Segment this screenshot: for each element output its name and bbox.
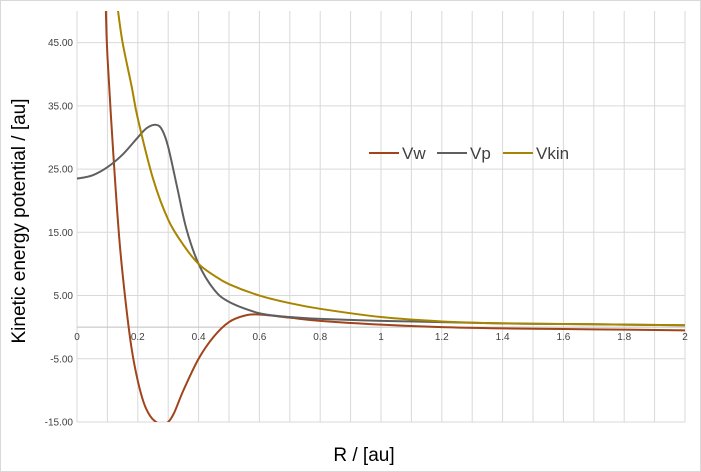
legend-label-vp: Vp bbox=[470, 144, 491, 163]
legend-label-vw: Vw bbox=[402, 144, 426, 163]
y-tick-labels: -15.00 -5.00 5.00 15.00 25.00 35.00 45.00 bbox=[45, 38, 74, 428]
legend-label-vkin: Vkin bbox=[536, 144, 569, 163]
y-axis-title: Kinetic energy potential / [au] bbox=[9, 98, 30, 343]
x-tick-label: 0 bbox=[74, 332, 80, 343]
grid-lines bbox=[76, 11, 686, 423]
y-tick-label: -5.00 bbox=[50, 354, 73, 365]
y-tick-label: 15.00 bbox=[48, 228, 73, 239]
x-tick-label: 2 bbox=[682, 332, 688, 343]
series-lines bbox=[77, 11, 685, 422]
y-tick-label: 35.00 bbox=[48, 101, 73, 112]
series-line-vkin bbox=[117, 11, 685, 327]
x-tick-label: 1.2 bbox=[435, 332, 449, 343]
x-tick-labels: 0 0.2 0.4 0.6 0.8 1 1.2 1.4 1.6 1.8 2 bbox=[74, 332, 688, 343]
y-tick-label: 5.00 bbox=[54, 291, 74, 302]
y-tick-label: 45.00 bbox=[48, 38, 73, 49]
x-tick-label: 0.6 bbox=[252, 332, 266, 343]
x-axis-title: R / [au] bbox=[333, 445, 394, 466]
y-tick-label: -15.00 bbox=[45, 418, 74, 429]
x-tick-label: 1.8 bbox=[617, 332, 631, 343]
x-tick-label: 0.8 bbox=[313, 332, 327, 343]
x-tick-label: 1.6 bbox=[556, 332, 570, 343]
x-tick-label: 0.4 bbox=[192, 332, 206, 343]
legend: Vw Vp Vkin bbox=[369, 144, 569, 163]
series-line-vw bbox=[104, 11, 685, 422]
x-tick-label: 1.4 bbox=[496, 332, 510, 343]
y-tick-label: 25.00 bbox=[48, 165, 73, 176]
x-tick-label: 1 bbox=[378, 332, 384, 343]
x-tick-label: 0.2 bbox=[131, 332, 145, 343]
